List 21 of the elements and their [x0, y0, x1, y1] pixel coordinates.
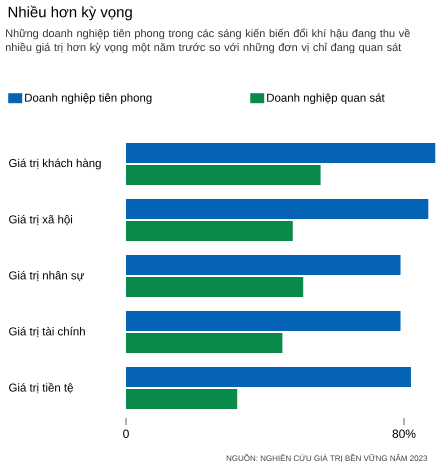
y-tick-label: Giá trị khách hàng — [9, 158, 101, 170]
bar — [126, 333, 282, 354]
bar — [126, 165, 321, 186]
x-tick-label: 80% — [392, 430, 416, 438]
bar — [126, 221, 293, 242]
bar — [126, 389, 238, 410]
bar — [126, 277, 304, 298]
bar — [126, 255, 401, 276]
bar — [126, 199, 428, 220]
bar — [126, 311, 401, 332]
bar — [126, 143, 436, 164]
x-tick-label: 0 — [123, 430, 129, 438]
legend-label: Doanh nghiệp quan sát — [267, 93, 385, 104]
y-tick-label: Giá trị tài chính — [9, 326, 85, 338]
y-tick-label: Giá trị nhân sự — [9, 270, 84, 282]
bar — [126, 367, 411, 388]
y-tick-label: Giá trị xã hội — [9, 214, 72, 226]
legend-label: Doanh nghiệp tiên phong — [25, 93, 152, 104]
y-tick-label: Giá trị tiền tệ — [9, 382, 73, 394]
chart-subtitle: Những doanh nghiệp tiên phong trong các sáng kiến biến đổi khí hậu đang thu về nhiều giá trị hơn kỳ vọng một năm trước so với những đơn vị chỉ đang quan sát — [6, 28, 410, 54]
chart-title: Nhiều hơn kỳ vọng — [8, 6, 132, 20]
